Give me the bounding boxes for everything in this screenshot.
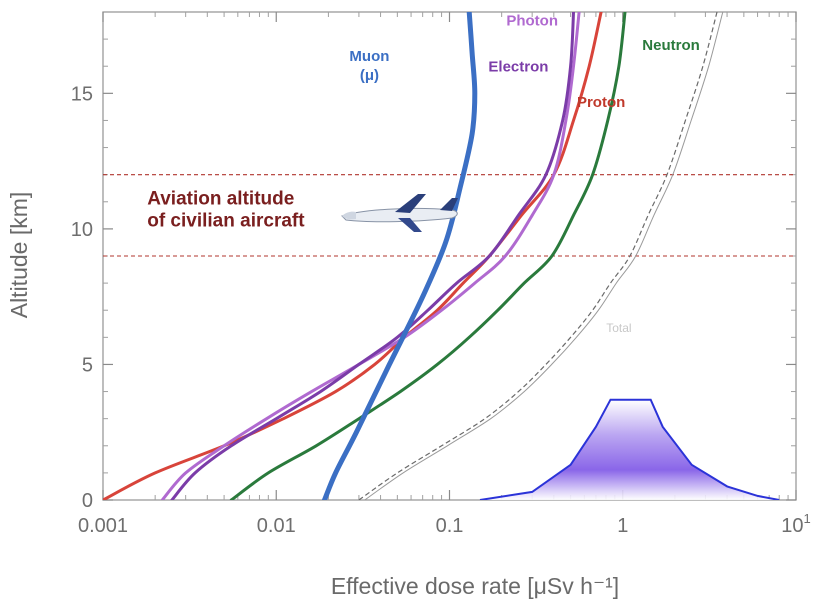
y-tick-label: 15	[71, 83, 93, 105]
x-tick-label: 0.1	[436, 515, 464, 537]
distribution-group	[479, 398, 780, 500]
series-group	[103, 12, 724, 500]
x-tick-label: 0.01	[257, 515, 296, 537]
x-axis-title: Effective dose rate [μSv h⁻¹]	[331, 573, 619, 599]
annotation-photon: Photon	[506, 13, 558, 30]
annotation-group: Muon (μ) Photon Electron Proton Neutron Aviati…	[147, 13, 700, 335]
axes-group: 0.001 0.01 0.1 1 101 0 5 10 15	[71, 11, 811, 537]
annotation-mu: (μ)	[360, 67, 379, 84]
annotation-aviation: Aviation altitude	[147, 188, 294, 209]
series-line-photon	[160, 12, 581, 500]
y-tick-label: 5	[82, 354, 93, 376]
y-tick-label: 0	[82, 490, 93, 512]
y-tick-label: 10	[71, 219, 93, 241]
series-line-total	[358, 12, 718, 500]
x-tick-label: 0.001	[78, 515, 128, 537]
airplane-icon	[341, 194, 458, 232]
distribution-outline	[479, 398, 780, 500]
annotation-electron: Electron	[488, 59, 548, 76]
x-tick-label: 1	[617, 515, 628, 537]
y-axis-title: Altitude [km]	[6, 192, 32, 319]
series-line-total-outer	[364, 12, 724, 500]
distribution-fill	[480, 399, 780, 500]
annotation-aviation: of civilian aircraft	[147, 210, 305, 231]
annotation-neutron: Neutron	[642, 37, 700, 54]
annotation-proton: Proton	[577, 94, 625, 111]
series-line-proton	[103, 12, 603, 500]
x-tick-label: 101	[781, 511, 810, 537]
band-group	[103, 174, 796, 257]
series-line-neutron	[229, 12, 627, 500]
annotation-total: Total	[606, 321, 631, 335]
series-line-electron	[170, 12, 575, 500]
annotation-muon: Muon	[349, 48, 389, 65]
series-line-muon	[322, 12, 478, 500]
